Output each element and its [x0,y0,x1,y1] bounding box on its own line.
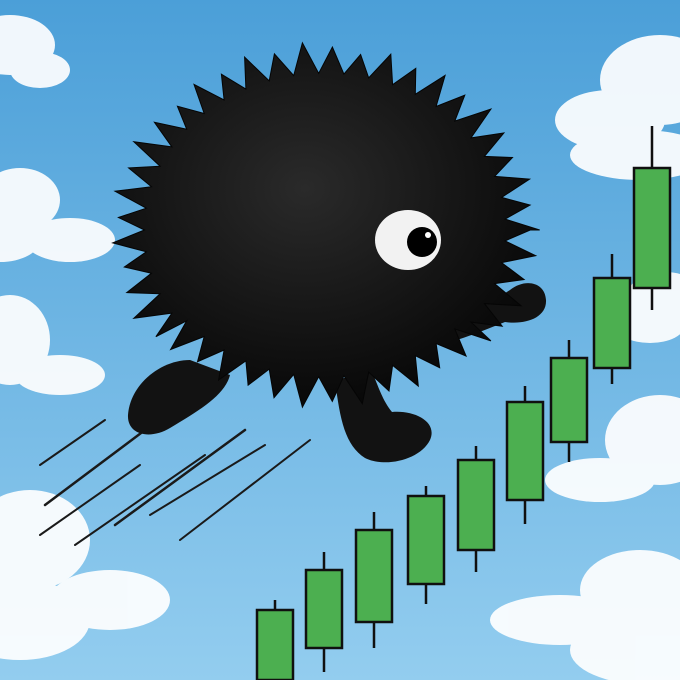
candlestick [632,126,672,310]
candlestick-staircase [255,126,672,680]
candlestick [592,254,632,384]
candlestick [354,512,394,648]
creature-eye [375,210,441,270]
candle-body [255,608,295,680]
cloud-right-lower [545,395,680,502]
candlestick [549,340,589,462]
creature-back-leg [127,360,230,435]
candlestick [255,600,295,680]
candle-body [354,528,394,624]
motion-lines [39,413,311,546]
candlestick [456,446,496,572]
cloud-bottom-right [490,550,680,680]
candle-body [406,494,446,586]
cloud-left-middle [0,168,115,262]
candle-body [549,356,589,444]
candle-body [456,458,496,552]
eye-pupil [407,227,437,257]
candle-body [592,276,632,370]
cloud-top-left [0,15,70,88]
fuzzy-creature [111,41,547,463]
candle-body [304,568,344,650]
candlestick [505,386,545,524]
cloud-left-lower [0,295,105,395]
eye-highlight [425,232,431,238]
candle-body [632,166,672,290]
candle-body [505,400,545,502]
creature-fur-body [111,41,540,409]
candlestick [406,486,446,604]
candlestick [304,552,344,672]
